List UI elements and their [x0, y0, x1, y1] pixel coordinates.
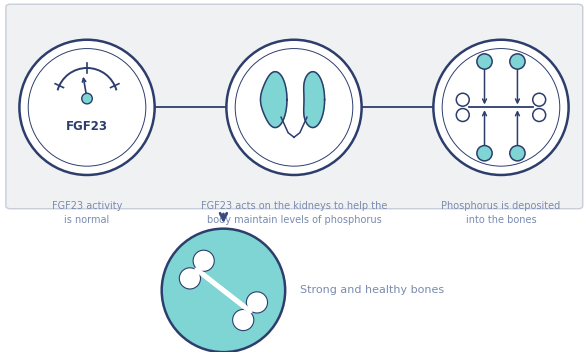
Polygon shape: [304, 72, 325, 127]
Ellipse shape: [456, 108, 469, 121]
Ellipse shape: [477, 54, 492, 69]
Ellipse shape: [193, 250, 214, 271]
Ellipse shape: [235, 49, 353, 166]
FancyBboxPatch shape: [6, 4, 583, 209]
Ellipse shape: [442, 49, 560, 166]
Text: Phosphorus is deposited
into the bones: Phosphorus is deposited into the bones: [442, 201, 560, 225]
Ellipse shape: [82, 93, 92, 104]
Text: FGF23 activity
is normal: FGF23 activity is normal: [52, 201, 122, 225]
Text: FGF23 acts on the kidneys to help the
body maintain levels of phosphorus: FGF23 acts on the kidneys to help the bo…: [201, 201, 387, 225]
Ellipse shape: [233, 309, 254, 331]
Ellipse shape: [533, 93, 546, 106]
Ellipse shape: [533, 108, 546, 121]
Ellipse shape: [456, 93, 469, 106]
Ellipse shape: [162, 229, 285, 352]
Ellipse shape: [510, 146, 525, 161]
Ellipse shape: [19, 40, 155, 175]
Ellipse shape: [179, 268, 201, 289]
Text: Strong and healthy bones: Strong and healthy bones: [300, 285, 444, 295]
Text: FGF23: FGF23: [66, 120, 108, 133]
Ellipse shape: [477, 146, 492, 161]
Polygon shape: [260, 72, 287, 127]
Ellipse shape: [28, 49, 146, 166]
Ellipse shape: [246, 292, 268, 313]
Ellipse shape: [433, 40, 569, 175]
Ellipse shape: [226, 40, 362, 175]
Ellipse shape: [510, 54, 525, 69]
